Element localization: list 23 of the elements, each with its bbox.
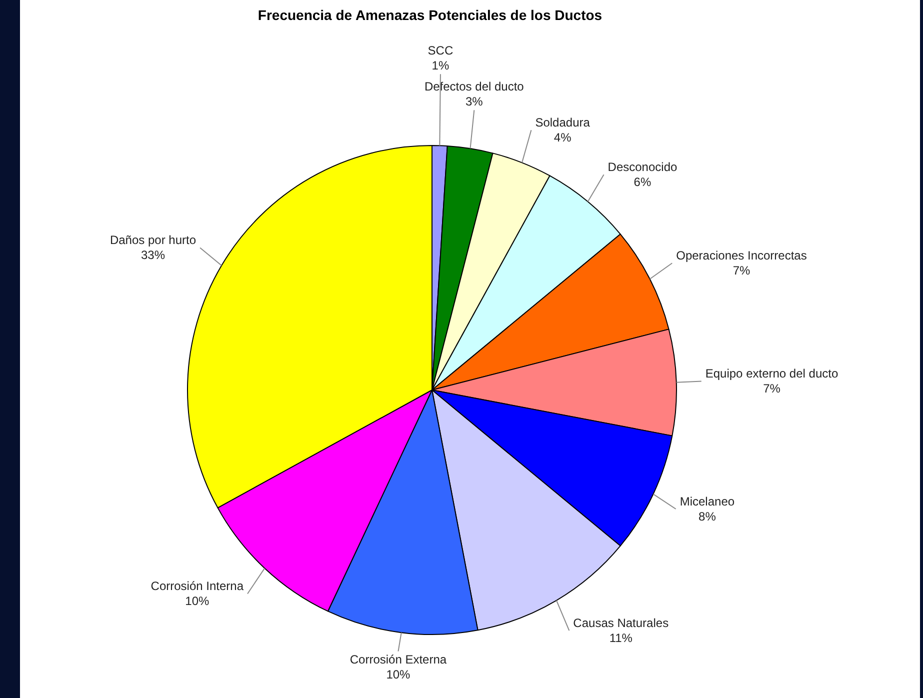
- data-label: 10%: [185, 594, 210, 608]
- slice-label: Corrosión Interna: [150, 579, 244, 594]
- slice-label: Causas Naturales: [573, 616, 669, 630]
- slice-label: Operaciones Incorrectas: [676, 248, 807, 262]
- slice-label: Daños por hurto: [110, 233, 196, 248]
- data-label: 3%: [465, 94, 484, 108]
- slice-label: Micelaneo: [680, 494, 735, 508]
- data-label: 6%: [634, 174, 652, 189]
- data-label: 7%: [763, 382, 781, 396]
- data-label: 33%: [140, 248, 166, 262]
- data-label: 7%: [732, 263, 750, 278]
- slice-label: Soldadura: [535, 115, 590, 130]
- data-label: 4%: [554, 130, 572, 144]
- data-label: 1%: [432, 58, 450, 72]
- slice-label: SCC: [428, 43, 454, 58]
- slice-label: Desconocido: [608, 160, 678, 174]
- slice-label: Equipo externo del ducto: [705, 366, 838, 381]
- data-label: 10%: [386, 668, 411, 682]
- data-label: 11%: [609, 630, 633, 645]
- chart-title: Frecuencia de Amenazas Potenciales de los Ductos: [258, 6, 602, 23]
- slice-label: Defectos del ducto: [424, 79, 524, 94]
- data-label: 8%: [698, 509, 716, 524]
- slice-label: Corrosión Externa: [350, 652, 447, 667]
